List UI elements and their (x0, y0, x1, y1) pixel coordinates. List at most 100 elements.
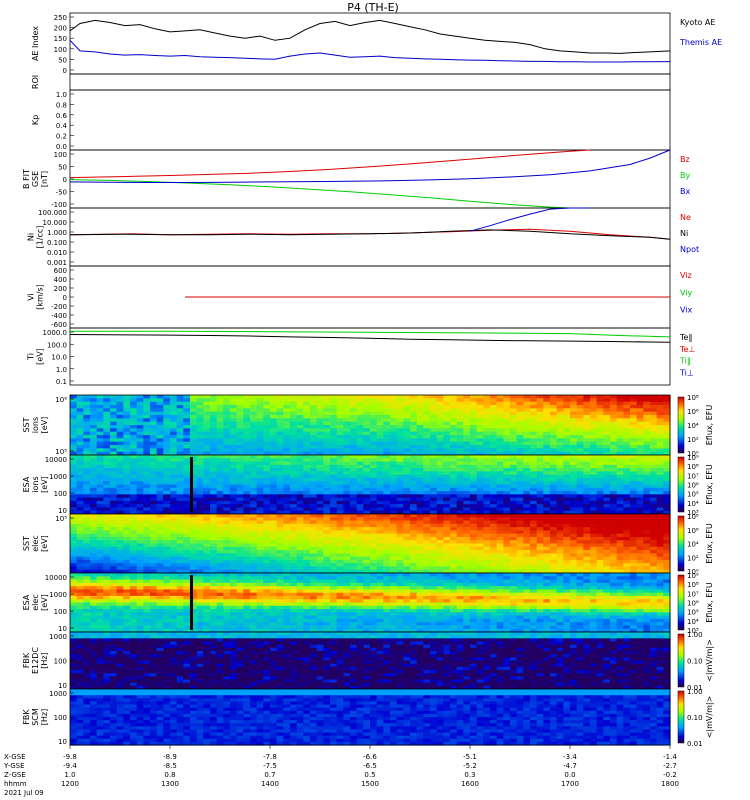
spectrogram-cell (576, 471, 584, 476)
spectrogram-cell (123, 527, 131, 531)
spectrogram-cell (456, 491, 464, 495)
spectrogram-cell (663, 401, 671, 406)
spectrogram-cell (383, 520, 391, 525)
spectrogram-cell (210, 520, 218, 525)
spectrogram-cell (83, 527, 91, 531)
spectrogram-cell (390, 491, 398, 495)
spectrogram-cell (496, 533, 504, 538)
spectrogram-cell (70, 415, 78, 419)
spectrogram-cell (290, 514, 298, 518)
spectrogram-cell (110, 484, 118, 489)
spectrogram-cell (350, 464, 358, 469)
spectrogram-cell (143, 540, 151, 545)
spectrogram-cell (136, 556, 144, 561)
spectrogram-cell (343, 445, 351, 449)
spectrogram-cell (376, 500, 384, 505)
spectrogram-cell (443, 451, 451, 456)
spectrogram-cell (376, 550, 384, 554)
spectrogram-cell (396, 484, 404, 489)
spectrogram-cell (390, 540, 398, 545)
spectrogram-cell (110, 455, 118, 459)
spectrogram-cell (290, 445, 298, 449)
spectrogram-cell (70, 563, 78, 568)
spectrogram-cell (663, 507, 671, 512)
spectrogram-cell (170, 455, 178, 459)
spectrogram-cell (596, 471, 604, 476)
spectrogram-cell (423, 500, 431, 505)
spectrogram-cell (416, 481, 424, 486)
spectrogram-cell (163, 451, 171, 456)
spectrogram-cell (630, 540, 638, 545)
spectrogram-cell (363, 451, 371, 456)
spectrogram-cell (316, 517, 324, 522)
spectrogram-cell (376, 504, 384, 509)
spectrogram-cell (556, 481, 564, 486)
spectrogram-cell (396, 408, 404, 413)
spectrogram-cell (463, 395, 471, 399)
spectrogram-cell (230, 553, 238, 558)
spectrogram-cell (623, 569, 631, 574)
spectrogram-cell (310, 461, 318, 466)
spectrogram-cell (643, 520, 651, 525)
spectrogram-cell (330, 431, 338, 436)
spectrogram-cell (623, 556, 631, 561)
spectrogram-cell (70, 540, 78, 545)
spectrogram-cell (143, 418, 151, 423)
spectrogram-cell (330, 563, 338, 568)
spectrogram-cell (236, 471, 244, 476)
spectrogram-cell (276, 523, 284, 528)
spectrogram-cell (90, 425, 98, 429)
spectrogram-cell (476, 421, 484, 426)
spectrogram-cell (236, 405, 244, 409)
spectrogram-cell (396, 468, 404, 472)
spectrogram-cell (190, 461, 198, 466)
spectrogram-cell (230, 491, 238, 495)
spectrogram-cell (416, 517, 424, 522)
spectrogram-cell (170, 461, 178, 466)
spectrogram-cell (136, 401, 144, 406)
spectrogram-cell (196, 491, 204, 495)
spectrogram-cell (203, 527, 211, 531)
spectrogram-cell (83, 451, 91, 456)
spectrogram-cell (230, 408, 238, 413)
spectrogram-cell (623, 566, 631, 571)
spectrogram-cell (216, 418, 224, 423)
spectrogram-cell (250, 491, 258, 495)
spectrogram-cell (356, 504, 364, 509)
spectrogram-cell (563, 550, 571, 554)
spectrogram-cell (630, 566, 638, 571)
spectrogram-cell (656, 435, 664, 439)
spectrogram-cell (536, 401, 544, 406)
spectrogram-cell (130, 530, 138, 535)
spectrogram-cell (496, 494, 504, 499)
spectrogram-cell (510, 448, 518, 453)
spectrogram-cell (270, 491, 278, 495)
spectrogram-cell (336, 415, 344, 419)
spectrogram-cell (176, 468, 184, 472)
spectrogram-cell (356, 530, 364, 535)
spectrogram-cell (90, 451, 98, 456)
spectrogram-cell (630, 448, 638, 453)
spectrogram-cell (136, 474, 144, 479)
spectrogram-cell (656, 418, 664, 423)
spectrogram-cell (443, 530, 451, 535)
spectrogram-cell (416, 458, 424, 463)
spectrogram-cell (603, 415, 611, 419)
spectrogram-cell (203, 500, 211, 505)
spectrogram-cell (163, 507, 171, 512)
spectrogram-cell (143, 553, 151, 558)
spectrogram-cell (583, 536, 591, 541)
spectrogram-cell (463, 425, 471, 429)
spectrogram-cell (616, 415, 624, 419)
spectrogram-cell (416, 421, 424, 426)
spectrogram-cell (503, 448, 511, 453)
spectrogram-cell (203, 540, 211, 545)
spectrogram-cell (76, 468, 84, 472)
spectrogram-cell (263, 504, 271, 509)
spectrogram-cell (203, 425, 211, 429)
spectrogram-cell (263, 461, 271, 466)
spectrogram-cell (423, 569, 431, 574)
spectrogram-cell (576, 415, 584, 419)
spectrogram-cell (190, 438, 198, 443)
spectrogram-cell (316, 523, 324, 528)
